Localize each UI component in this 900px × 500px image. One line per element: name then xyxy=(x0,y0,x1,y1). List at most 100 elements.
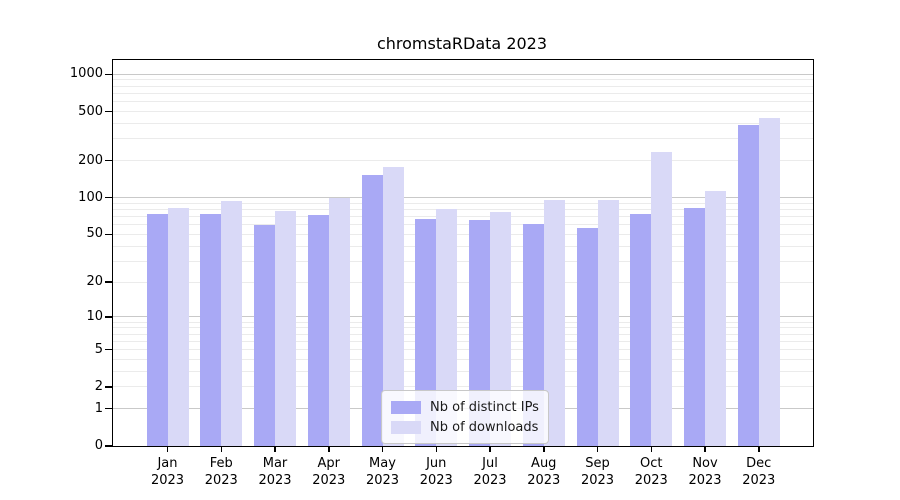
y-tick-mark xyxy=(105,407,112,410)
bar-distinct-ips xyxy=(307,215,329,446)
legend-item-downloads: Nb of downloads xyxy=(391,417,539,437)
y-tick-label: 200 xyxy=(78,152,103,168)
bar-downloads xyxy=(221,201,243,446)
legend-swatch-distinct-ips xyxy=(391,400,421,414)
bar-distinct-ips xyxy=(200,213,222,446)
gridline-minor xyxy=(113,209,813,211)
x-tick-label: Jun 2023 xyxy=(419,456,453,488)
chart-title: chromstaRData 2023 xyxy=(376,34,548,53)
bar-distinct-ips xyxy=(146,214,168,446)
gridline-minor xyxy=(113,333,813,335)
bar-distinct-ips xyxy=(415,218,437,446)
gridline-minor xyxy=(113,358,813,360)
gridline-minor xyxy=(113,260,813,262)
legend-swatch-downloads xyxy=(391,420,421,434)
y-tick-label: 1000 xyxy=(69,66,103,82)
bar-downloads xyxy=(597,200,619,446)
y-tick-label: 500 xyxy=(78,103,103,119)
x-tick-mark xyxy=(543,446,545,452)
legend-item-distinct-ips: Nb of distinct IPs xyxy=(391,397,539,417)
x-tick-label: Mar 2023 xyxy=(258,456,292,488)
x-tick-mark xyxy=(220,446,222,452)
bar-distinct-ips xyxy=(737,124,759,446)
x-tick-mark xyxy=(704,446,706,452)
gridline-minor xyxy=(113,138,813,140)
gridline-minor xyxy=(113,202,813,204)
y-tick-mark xyxy=(105,281,112,283)
bar-distinct-ips xyxy=(684,208,705,446)
gridline-minor xyxy=(113,216,813,218)
bar-distinct-ips xyxy=(254,224,275,446)
gridline-major xyxy=(113,73,813,75)
gridline-minor xyxy=(113,123,813,125)
gridline-minor xyxy=(113,370,813,372)
x-tick-mark xyxy=(381,446,384,452)
gridline-minor xyxy=(113,281,813,283)
gridline-minor xyxy=(113,85,813,87)
y-tick-label: 1 xyxy=(94,400,103,416)
gridline-major xyxy=(113,316,813,318)
bar-downloads xyxy=(436,208,458,446)
gridline-minor xyxy=(113,349,813,351)
y-tick-mark xyxy=(105,445,112,447)
y-tick-mark xyxy=(105,348,112,351)
y-tick-label: 20 xyxy=(86,274,103,290)
gridline-minor xyxy=(113,160,813,162)
legend-label-downloads: Nb of downloads xyxy=(430,419,539,435)
y-tick-mark xyxy=(105,316,112,318)
y-tick-label: 2 xyxy=(94,378,103,394)
gridline-minor xyxy=(113,224,813,226)
x-tick-mark xyxy=(650,446,652,452)
y-tick-mark xyxy=(105,196,112,199)
gridline-major xyxy=(113,197,813,199)
bar-distinct-ips xyxy=(576,228,598,446)
x-tick-label: Jul 2023 xyxy=(473,456,507,488)
bar-downloads xyxy=(543,200,565,446)
bar-distinct-ips xyxy=(630,213,652,446)
x-tick-label: Apr 2023 xyxy=(312,456,346,488)
y-tick-label: 100 xyxy=(78,189,103,205)
y-tick-mark xyxy=(105,386,112,388)
x-tick-mark xyxy=(274,446,276,452)
gridline-minor xyxy=(113,327,813,329)
x-tick-label: May 2023 xyxy=(365,456,400,488)
x-tick-mark xyxy=(489,446,491,452)
bar-downloads xyxy=(758,118,780,446)
gridline-minor xyxy=(113,92,813,94)
plot-area: 1000 500 200 100 50 20 10 5 2 1 0 Jan 2023 Feb 2023 Ma… xyxy=(70,59,814,488)
x-tick-label: Dec 2023 xyxy=(742,456,776,488)
x-tick-mark xyxy=(328,446,330,452)
gridline-minor xyxy=(113,111,813,113)
gridline-minor xyxy=(113,245,813,247)
gridline-minor xyxy=(113,233,813,235)
bar-distinct-ips xyxy=(361,175,383,446)
bar-downloads xyxy=(275,210,296,446)
x-tick-label: Feb 2023 xyxy=(204,456,238,488)
y-tick-mark xyxy=(105,159,112,162)
bar-downloads xyxy=(490,212,511,446)
x-tick-label: Nov 2023 xyxy=(688,456,722,488)
x-tick-label: Sep 2023 xyxy=(580,456,615,488)
y-tick-mark xyxy=(105,233,112,236)
x-tick-label: Jan 2023 xyxy=(150,456,185,488)
bar-downloads xyxy=(382,166,404,446)
y-tick-label: 10 xyxy=(86,308,103,324)
bar-distinct-ips xyxy=(469,219,490,446)
x-tick-label: Aug 2023 xyxy=(527,456,561,488)
x-tick-mark xyxy=(435,446,437,452)
gridline-minor xyxy=(113,340,813,342)
x-tick-label: Oct 2023 xyxy=(634,456,668,488)
y-tick-mark xyxy=(105,110,112,113)
bar-downloads xyxy=(328,197,350,446)
x-tick-mark xyxy=(596,446,599,452)
gridline-minor xyxy=(113,79,813,81)
y-tick-label: 5 xyxy=(94,341,103,357)
y-tick-label: 50 xyxy=(86,226,103,242)
bar-downloads xyxy=(705,190,726,446)
y-tick-mark xyxy=(105,73,112,76)
gridline-minor xyxy=(113,386,813,388)
y-tick-label: 0 xyxy=(94,438,103,453)
gridline-minor xyxy=(113,101,813,103)
bar-downloads xyxy=(651,152,673,446)
